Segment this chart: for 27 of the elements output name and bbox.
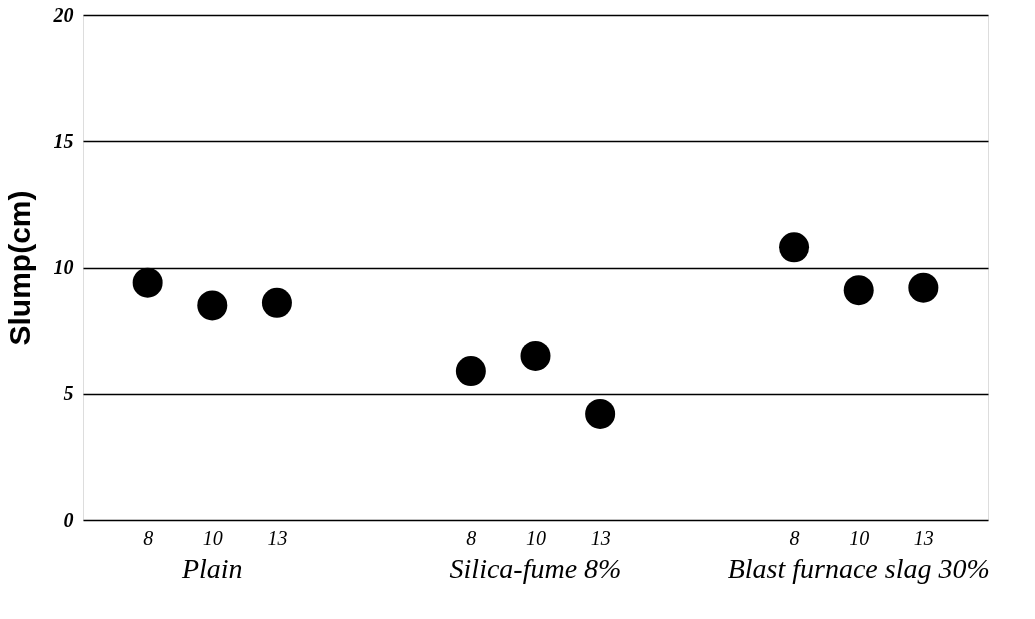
point xyxy=(908,272,939,303)
y-axis-title: Slump(cm) xyxy=(2,190,36,346)
point xyxy=(261,287,292,318)
text: Silica-fume 8% xyxy=(449,553,622,584)
point xyxy=(197,290,228,321)
point xyxy=(132,267,163,298)
point xyxy=(843,275,874,306)
x-tick-label: 10 xyxy=(849,526,870,549)
y-tick-label: 10 xyxy=(53,256,74,278)
text: Plain xyxy=(180,553,243,584)
x-tick-label: 8 xyxy=(143,526,154,549)
y-tick-label: 20 xyxy=(52,3,74,26)
x-tick-label: 8 xyxy=(789,526,800,549)
point xyxy=(455,356,486,386)
x-tick-label: 13 xyxy=(913,526,934,549)
y-tick-label: 0 xyxy=(63,508,74,531)
y-tick-label: 5 xyxy=(63,382,74,405)
point xyxy=(779,232,810,263)
x-tick-label: 13 xyxy=(267,526,288,549)
x-tick-label: 10 xyxy=(526,526,546,549)
x-tick-label: 10 xyxy=(202,526,223,549)
point xyxy=(585,398,616,429)
text: Blast furnace slag 30% xyxy=(727,553,990,584)
x-tick-label: 8 xyxy=(466,526,477,549)
y-tick-label: 15 xyxy=(53,129,74,152)
point xyxy=(520,340,551,371)
x-tick-label: 13 xyxy=(590,526,611,549)
